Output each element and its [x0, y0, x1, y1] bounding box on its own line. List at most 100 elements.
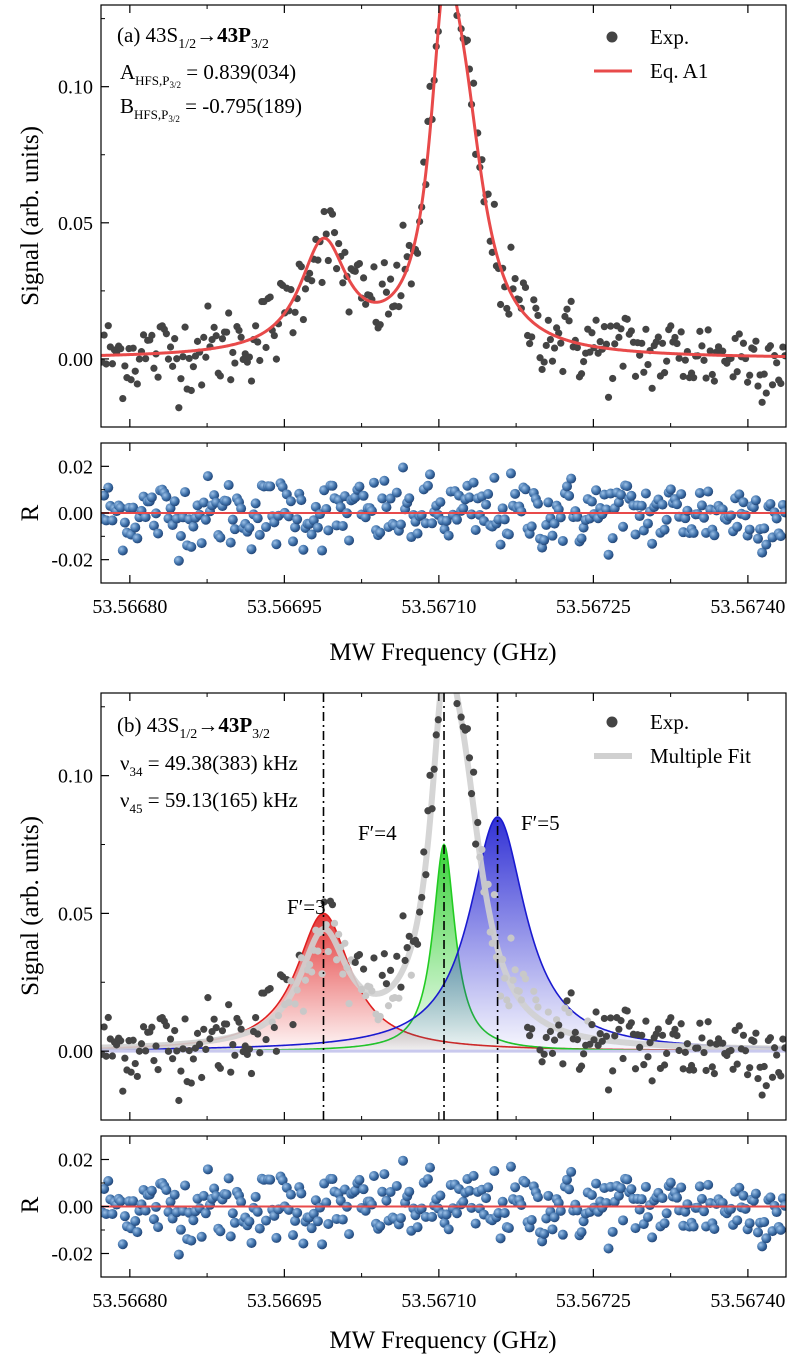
- residual-point: [223, 1173, 234, 1184]
- exp-point: [139, 331, 148, 339]
- exp-point: [773, 359, 781, 367]
- exp-point: [702, 1066, 710, 1075]
- exp-point: [245, 1045, 254, 1053]
- residual-point: [495, 1233, 506, 1244]
- exp-point: [403, 253, 411, 261]
- exp-point: [148, 331, 156, 339]
- residual-point: [202, 1164, 213, 1175]
- residual-point: [636, 1194, 647, 1205]
- residual-point: [615, 1183, 626, 1194]
- exp-point: [781, 1044, 786, 1052]
- exp-point: [202, 353, 210, 361]
- exp-point: [636, 1043, 644, 1051]
- exp-point: [386, 966, 395, 975]
- exp-point: [550, 1036, 559, 1044]
- residual-point: [130, 1216, 141, 1227]
- exp-point: [339, 970, 347, 978]
- exp-point: [218, 1027, 227, 1035]
- residual-point: [734, 1182, 745, 1193]
- residual-point: [468, 477, 479, 488]
- residual-point: [725, 510, 736, 521]
- exp-point: [285, 998, 293, 1006]
- exp-point: [181, 1015, 189, 1023]
- residual-point: [435, 1190, 446, 1201]
- exp-point: [563, 997, 571, 1005]
- exp-point: [501, 974, 509, 982]
- residual-point: [358, 1184, 369, 1195]
- exp-point: [609, 374, 617, 383]
- exp-point: [133, 380, 141, 388]
- residual-point: [699, 1206, 710, 1217]
- exp-point: [754, 382, 762, 390]
- residual-point: [613, 1190, 624, 1201]
- panel-a-res-ytick-label: -0.02: [51, 550, 93, 572]
- exp-point: [330, 229, 339, 237]
- panel-a-ylabel: Signal (arb. units): [17, 126, 44, 306]
- residual-point: [128, 502, 139, 513]
- exp-point: [773, 1051, 781, 1059]
- exp-point: [169, 1055, 177, 1063]
- residual-point: [464, 492, 475, 503]
- residual-point: [200, 1208, 211, 1219]
- exp-point: [314, 947, 322, 955]
- residual-point: [140, 1205, 151, 1216]
- exp-point: [351, 958, 359, 967]
- residual-point: [510, 1182, 521, 1193]
- exp-point: [382, 980, 391, 988]
- exp-point: [746, 1064, 754, 1072]
- residual-point: [547, 530, 558, 541]
- residual-point: [435, 497, 446, 508]
- residual-point: [647, 538, 658, 549]
- exp-point: [588, 329, 596, 337]
- residual-point: [425, 1162, 436, 1173]
- exp-point: [770, 1044, 779, 1052]
- residual-point: [227, 514, 238, 525]
- residual-point: [252, 1206, 263, 1217]
- exp-point: [559, 367, 567, 376]
- exp-point: [229, 348, 237, 357]
- residual-point: [470, 1218, 481, 1229]
- panel-a-res-ytick-label: 0.02: [58, 456, 93, 478]
- residual-point: [603, 549, 614, 560]
- residual-point: [543, 497, 554, 508]
- residual-point: [578, 1216, 589, 1227]
- exp-point: [139, 1023, 148, 1031]
- exp-point: [496, 992, 505, 1000]
- exp-point: [600, 323, 608, 331]
- residual-point: [395, 519, 406, 530]
- residual-point: [327, 480, 338, 491]
- exp-point: [129, 344, 137, 352]
- panel-b-legend: Exp. Multiple Fit: [594, 710, 751, 768]
- exp-point: [405, 241, 413, 250]
- exp-point: [362, 300, 370, 308]
- residual-point: [277, 1175, 288, 1186]
- legend-multifit-label: Multiple Fit: [650, 744, 751, 768]
- residual-point: [495, 539, 506, 550]
- residual-point: [771, 513, 782, 524]
- residual-point: [377, 493, 388, 504]
- exp-point: [332, 265, 341, 273]
- exp-point: [254, 1030, 262, 1038]
- panel-b-res-xtick-label: 53.56725: [556, 1290, 631, 1312]
- exp-point: [739, 1031, 748, 1039]
- exp-point: [546, 1027, 555, 1036]
- exp-point: [320, 207, 328, 216]
- exp-point: [573, 343, 581, 352]
- residual-point: [288, 1230, 299, 1241]
- exp-point: [395, 994, 403, 1002]
- residual-point: [665, 484, 676, 495]
- residual-point: [395, 1213, 406, 1224]
- panel-a-res-xtick-label: 53.56710: [401, 596, 476, 618]
- residual-point: [344, 1229, 355, 1240]
- exp-point: [741, 1047, 750, 1055]
- fit-curve-eq-a1: [101, 5, 786, 359]
- exp-point: [617, 1017, 625, 1025]
- residual-point: [221, 1189, 232, 1200]
- residual-point: [630, 529, 641, 540]
- residual-point: [752, 533, 763, 544]
- residual-point: [186, 1235, 197, 1246]
- residual-point: [323, 525, 334, 536]
- exp-point: [743, 378, 752, 386]
- residual-point: [312, 522, 323, 533]
